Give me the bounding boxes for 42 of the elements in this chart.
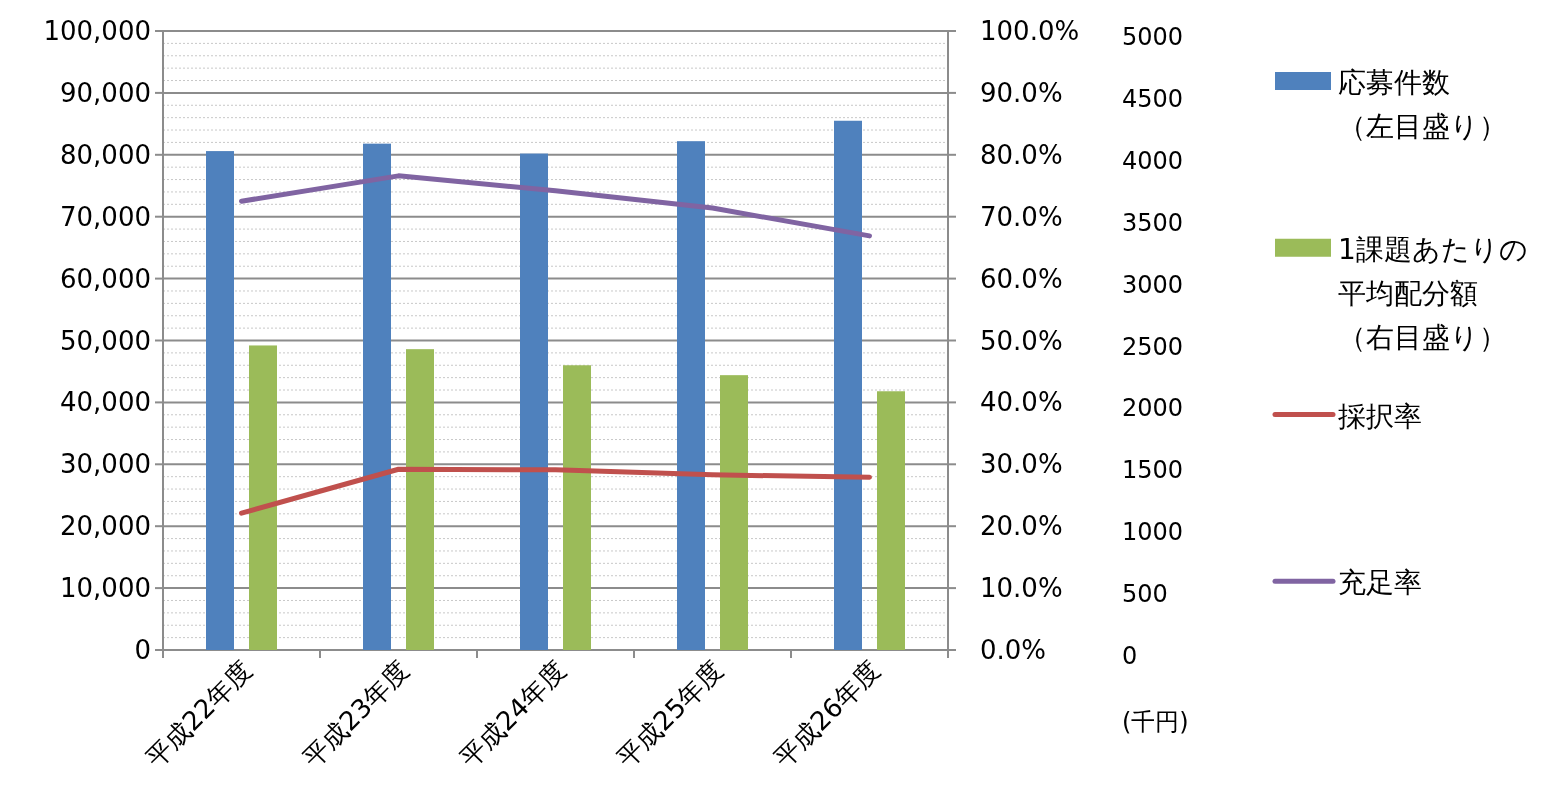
y3-tick-label: 2000 bbox=[1122, 394, 1184, 423]
y2-tick-label: 0.0% bbox=[980, 635, 1047, 665]
y-tick-label: 20,000 bbox=[60, 511, 151, 542]
x-tick-label: 平成23年度 bbox=[296, 655, 415, 774]
y-tick-label: 60,000 bbox=[60, 263, 151, 294]
y2-tick-label: 80.0% bbox=[980, 139, 1063, 170]
y-tick-label: 40,000 bbox=[60, 387, 151, 418]
y3-tick-label: 0 bbox=[1122, 642, 1138, 670]
y3-tick-label: 2500 bbox=[1122, 332, 1184, 361]
legend-label: 応募件数（左目盛り） bbox=[1338, 66, 1507, 143]
y2-tick-label: 90.0% bbox=[980, 77, 1063, 108]
y2-tick-label: 40.0% bbox=[980, 387, 1063, 418]
legend-label: 充足率 bbox=[1338, 566, 1422, 600]
y2-tick-label: 10.0% bbox=[980, 573, 1063, 604]
y2-tick-label: 20.0% bbox=[980, 511, 1063, 542]
y2-tick-label: 60.0% bbox=[980, 263, 1063, 294]
y3-tick-label: 4500 bbox=[1122, 84, 1184, 113]
y3-tick-label: 3000 bbox=[1122, 270, 1184, 299]
y3-tick-label: 4000 bbox=[1122, 146, 1184, 175]
y-tick-label: 30,000 bbox=[60, 449, 151, 480]
y3-axis-title: (千円) bbox=[1122, 708, 1189, 736]
y-tick-label: 10,000 bbox=[60, 573, 151, 604]
y2-tick-label: 50.0% bbox=[980, 325, 1063, 356]
legend-label: 採択率 bbox=[1338, 399, 1422, 433]
x-tick-label: 平成26年度 bbox=[767, 655, 886, 774]
y2-tick-label: 70.0% bbox=[980, 201, 1063, 232]
y3-tick-label: 500 bbox=[1122, 580, 1168, 609]
y-tick-label: 100,000 bbox=[43, 16, 151, 46]
y3-tick-label: 1000 bbox=[1122, 518, 1184, 547]
y-tick-label: 50,000 bbox=[60, 325, 151, 356]
y2-tick-label: 30.0% bbox=[980, 449, 1063, 480]
legend-label: 1課題あたりの平均配分額（右目盛り） bbox=[1338, 232, 1528, 354]
x-tick-label: 平成24年度 bbox=[453, 655, 572, 774]
y3-tick-label: 1500 bbox=[1122, 456, 1184, 485]
y3-tick-label: 3500 bbox=[1122, 208, 1184, 237]
y-tick-label: 70,000 bbox=[60, 201, 151, 232]
x-tick-label: 平成25年度 bbox=[610, 655, 729, 774]
y-tick-label: 90,000 bbox=[60, 77, 151, 108]
y-tick-label: 0 bbox=[134, 635, 151, 665]
y3-tick-label: 5000 bbox=[1122, 23, 1184, 51]
y2-tick-label: 100.0% bbox=[980, 16, 1080, 46]
y-tick-label: 80,000 bbox=[60, 139, 151, 170]
